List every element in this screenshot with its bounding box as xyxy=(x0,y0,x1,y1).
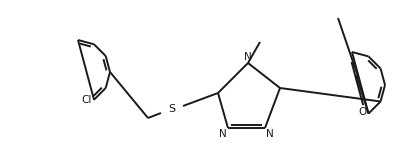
Text: S: S xyxy=(168,104,175,114)
Text: N: N xyxy=(219,129,227,139)
Text: N: N xyxy=(266,129,274,139)
Text: N: N xyxy=(244,52,252,62)
Text: O: O xyxy=(358,107,366,117)
Text: Cl: Cl xyxy=(82,95,92,105)
